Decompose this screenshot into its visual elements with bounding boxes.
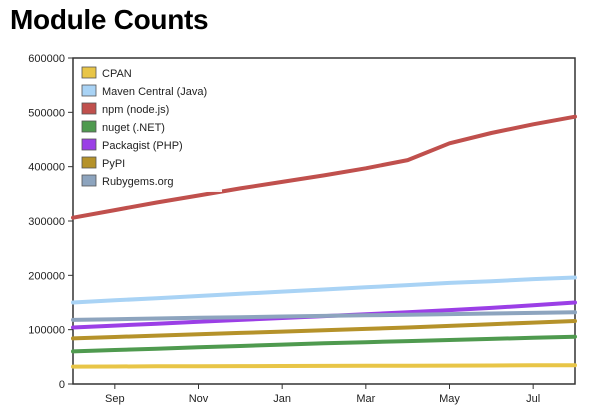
legend-swatch: [81, 174, 97, 187]
legend-swatch: [81, 66, 97, 79]
legend-label: Maven Central (Java): [102, 86, 207, 98]
legend-label: Packagist (PHP): [102, 140, 183, 152]
legend-label: nuget (.NET): [102, 122, 165, 134]
series-line-rubygems-org: [71, 310, 577, 322]
legend-label: npm (node.js): [102, 104, 169, 116]
y-tick-label: 100000: [28, 325, 65, 337]
legend-swatch: [81, 120, 97, 133]
series-line-pypi: [71, 319, 577, 341]
legend-label: PyPI: [102, 158, 125, 170]
y-tick-label: 300000: [28, 216, 65, 228]
x-tick-label: Nov: [189, 393, 209, 405]
y-tick-label: 500000: [28, 107, 65, 119]
page-title: Module Counts: [10, 4, 209, 35]
x-tick-label: May: [439, 393, 460, 405]
legend-swatch: [81, 102, 97, 115]
y-tick-label: 0: [59, 379, 65, 391]
series-line-npm-node-js: [71, 114, 577, 220]
legend-label: Rubygems.org: [102, 176, 174, 188]
series-line-cpan: [71, 363, 577, 369]
legend-swatch: [81, 84, 97, 97]
x-tick-label: Mar: [356, 393, 375, 405]
y-tick-label: 200000: [28, 270, 65, 282]
y-tick-label: 600000: [28, 53, 65, 65]
x-tick-label: Jul: [526, 393, 540, 405]
legend-label: CPAN: [102, 68, 132, 80]
legend-swatch: [81, 138, 97, 151]
legend-swatch: [81, 156, 97, 169]
x-tick-label: Sep: [105, 393, 125, 405]
x-tick-label: Jan: [273, 393, 291, 405]
legend-background: [78, 62, 222, 192]
series-line-nuget-net: [71, 334, 577, 354]
y-tick-label: 400000: [28, 162, 65, 174]
series-line-maven-central-java: [71, 275, 577, 305]
